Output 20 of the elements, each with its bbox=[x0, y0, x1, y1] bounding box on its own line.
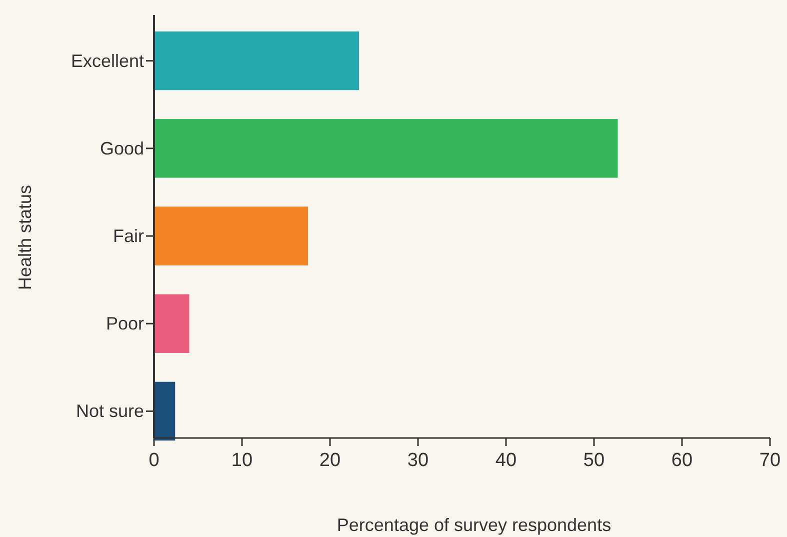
x-tick-label: 20 bbox=[319, 450, 341, 471]
x-tick-label: 10 bbox=[231, 450, 253, 471]
y-tick-label: Excellent bbox=[70, 50, 144, 71]
bar bbox=[154, 382, 176, 441]
x-axis-title: Percentage of survey respondents bbox=[336, 515, 612, 535]
x-tick-label: 30 bbox=[407, 450, 429, 471]
bar bbox=[154, 206, 308, 266]
x-tick-label: 40 bbox=[495, 450, 517, 471]
y-tick-label: Good bbox=[100, 138, 144, 158]
y-tick-label: Not sure bbox=[76, 401, 144, 422]
y-tick-label: Fair bbox=[113, 226, 144, 246]
bar bbox=[154, 31, 360, 90]
y-tick-label: Poor bbox=[106, 314, 144, 334]
x-tick-label: 50 bbox=[583, 450, 605, 471]
y-axis-title: Health status bbox=[15, 184, 35, 290]
x-tick-label: 70 bbox=[759, 450, 781, 471]
x-tick-label: 0 bbox=[148, 450, 160, 471]
bar bbox=[154, 119, 618, 178]
x-tick-label: 60 bbox=[671, 450, 693, 471]
bar bbox=[154, 294, 190, 353]
